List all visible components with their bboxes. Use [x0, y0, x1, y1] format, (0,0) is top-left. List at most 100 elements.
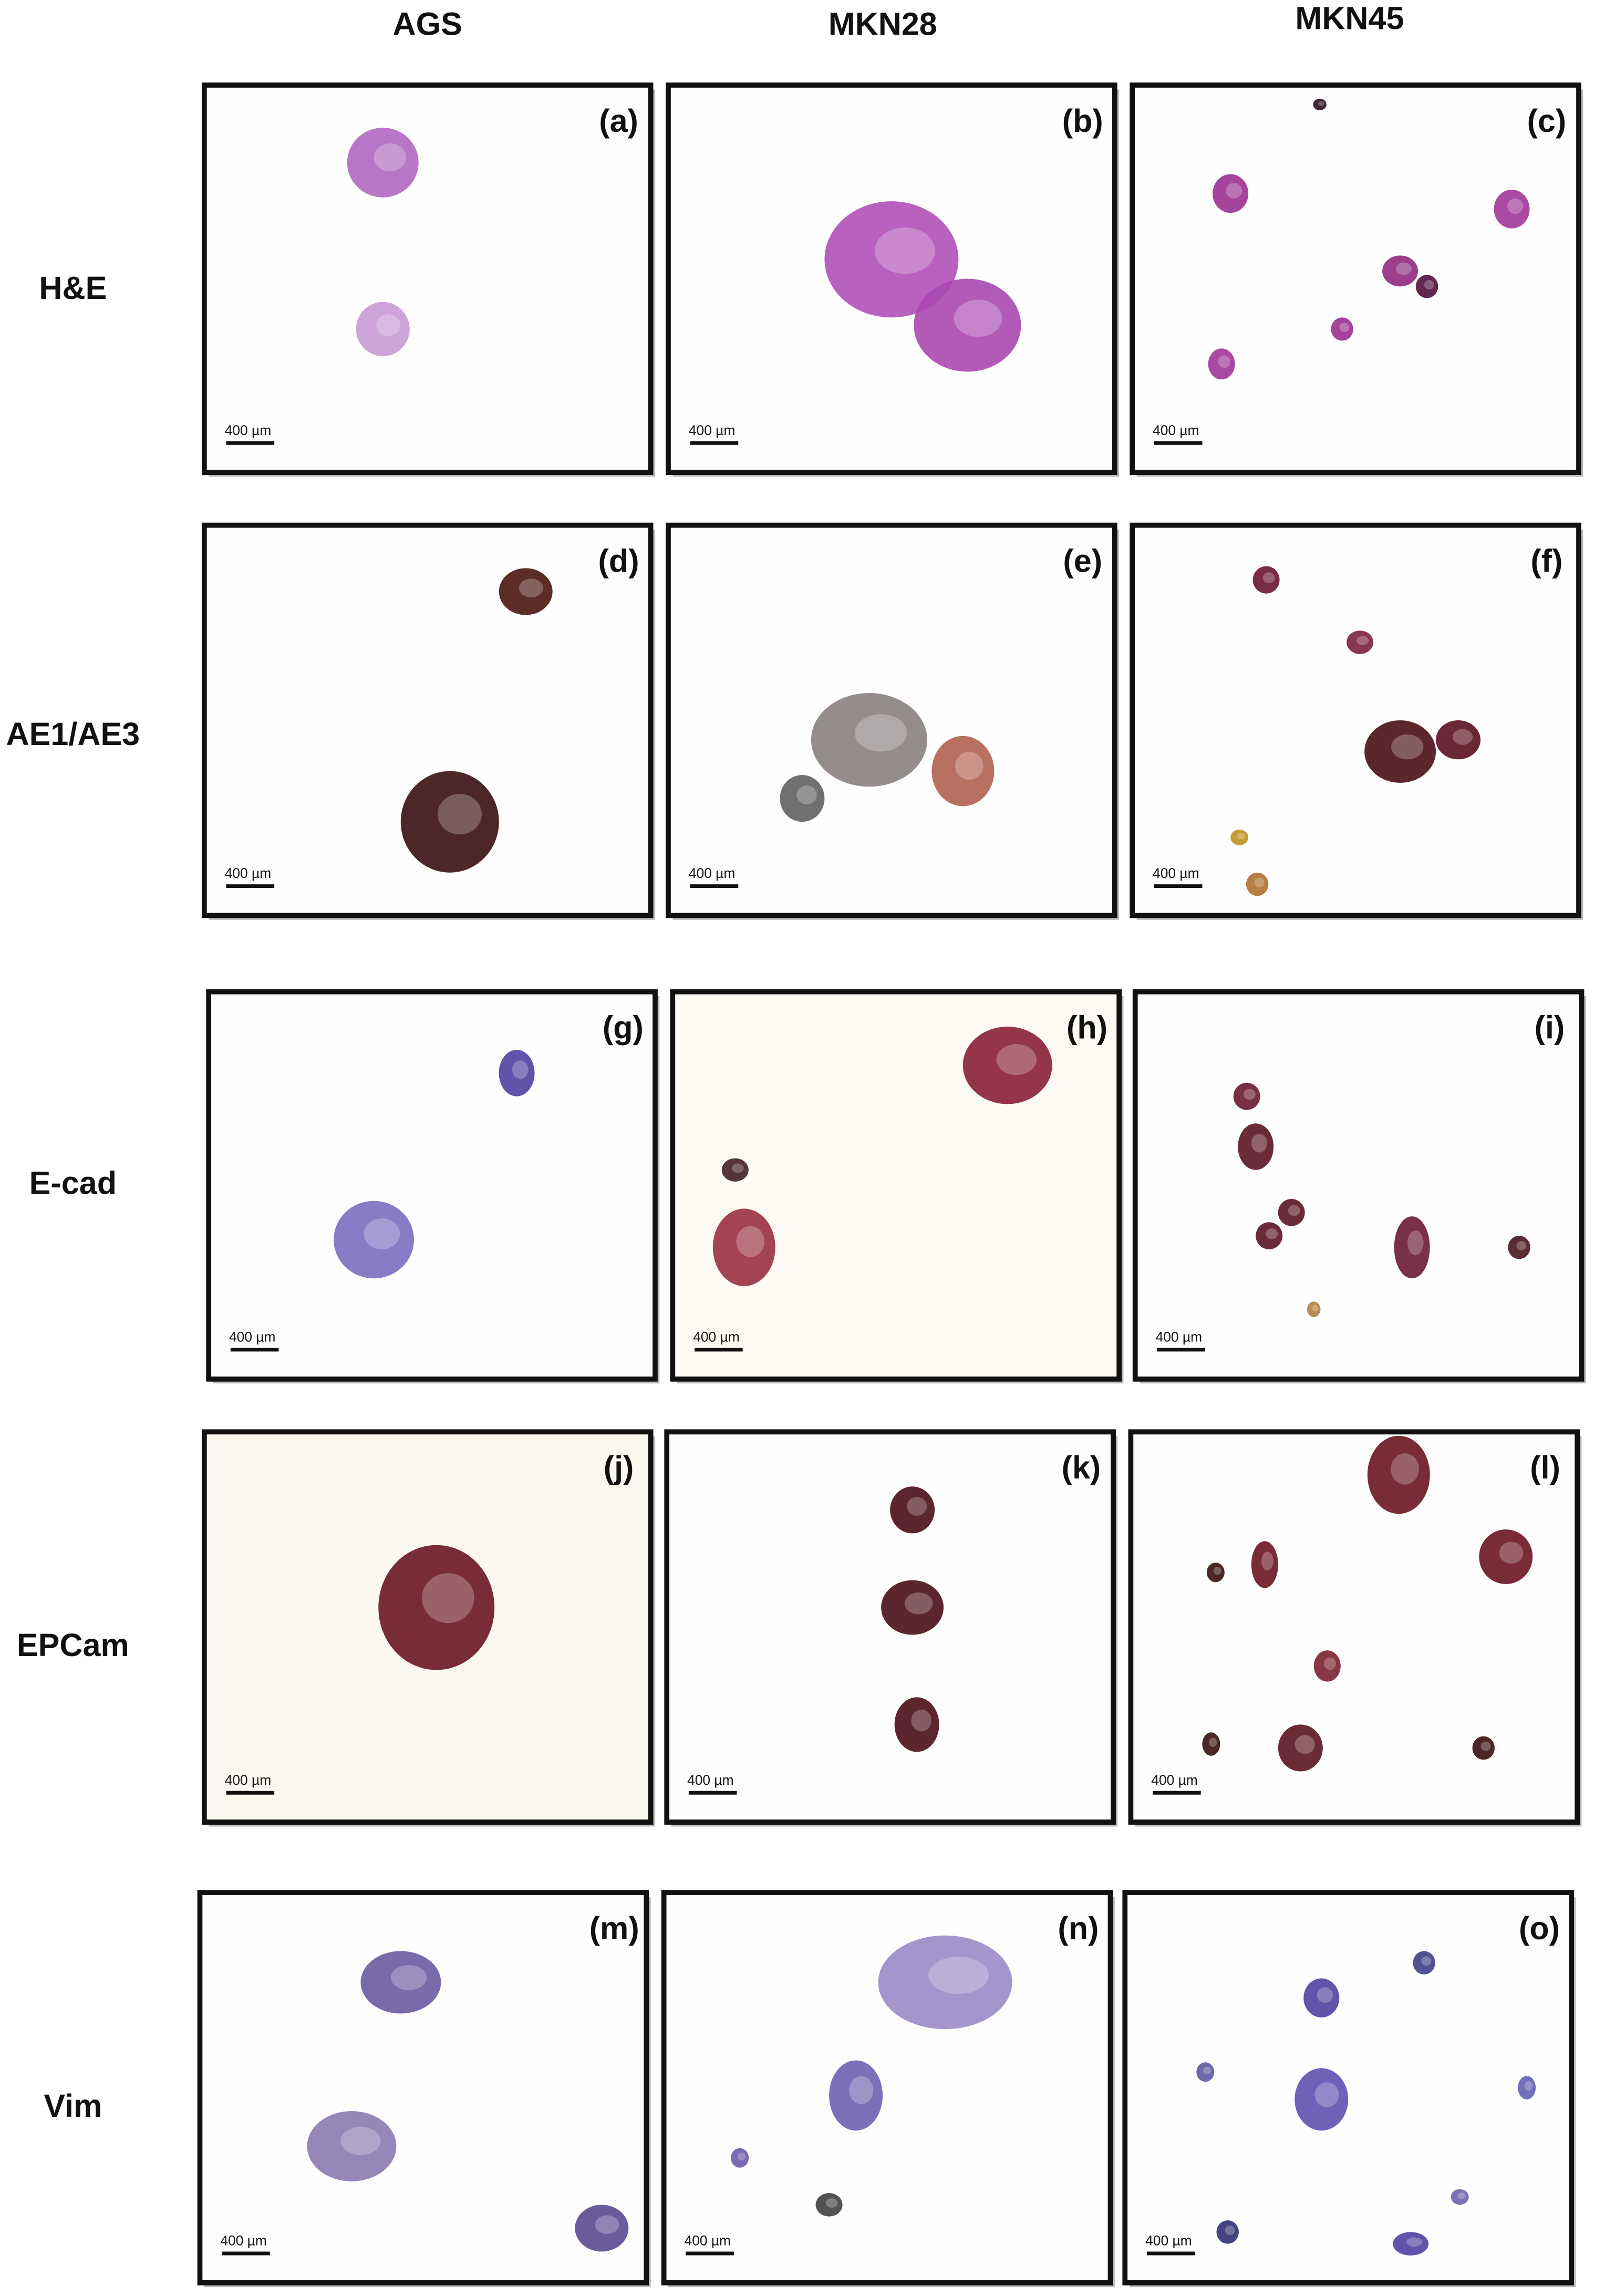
tissue-detail	[1424, 280, 1434, 289]
scale-label: 400 µm	[693, 1329, 739, 1345]
panel-letter: (j)	[604, 1450, 634, 1485]
row-label: E-cad	[29, 1165, 117, 1201]
tissue-detail	[1339, 323, 1350, 332]
tissue-detail	[1406, 2237, 1423, 2247]
tissue	[1213, 174, 1249, 213]
tissue-detail	[955, 751, 983, 780]
tissue	[1367, 1435, 1430, 1514]
panel-letter: (b)	[1062, 103, 1103, 139]
scale-label: 400 µm	[225, 865, 271, 881]
panel-letter: (d)	[598, 543, 639, 578]
tissue-detail	[437, 794, 482, 835]
tissue	[575, 2205, 629, 2252]
panel-letter: (i)	[1535, 1009, 1565, 1045]
tissue	[962, 1026, 1052, 1104]
panel: (d) 400 µm	[201, 522, 655, 920]
panel-letter: (f)	[1530, 543, 1562, 578]
tissue-detail	[1318, 101, 1324, 106]
tissue	[1246, 872, 1269, 896]
scale-label: 400 µm	[1151, 1772, 1197, 1788]
tissue	[1451, 2189, 1469, 2205]
scale-label: 400 µm	[1153, 865, 1199, 881]
panel: (f) 400 µm	[1130, 522, 1583, 920]
tissue-detail	[1516, 1240, 1527, 1250]
tissue-detail	[1237, 833, 1246, 840]
tissue	[1230, 830, 1249, 845]
tissue	[1472, 1736, 1495, 1760]
tissue	[721, 1158, 749, 1182]
row-label: Vim	[44, 2088, 102, 2124]
tissue	[914, 278, 1021, 372]
scale-label: 400 µm	[1153, 422, 1199, 438]
tissue	[1202, 1732, 1220, 1756]
tissue-detail	[1209, 1737, 1217, 1747]
tissue	[1313, 98, 1327, 110]
tissue	[1415, 275, 1438, 298]
panel-letter: (n)	[1058, 1910, 1099, 1946]
tissue	[1436, 720, 1481, 760]
tissue	[731, 2148, 749, 2168]
tissue	[1303, 1978, 1340, 2018]
tissue-detail	[1225, 2226, 1235, 2235]
panel-letter: (l)	[1530, 1450, 1560, 1485]
panel: (c) 400 µm	[1130, 82, 1583, 477]
panel: (k) 400 µm	[664, 1429, 1118, 1827]
tissue-detail	[340, 2127, 381, 2155]
tissue-detail	[849, 2076, 874, 2105]
tissue	[356, 302, 410, 356]
panel-image	[206, 989, 658, 1382]
tissue	[1252, 566, 1280, 594]
panel-letter: (c)	[1527, 103, 1567, 139]
tissue	[1206, 1563, 1225, 1583]
tissue	[780, 775, 825, 822]
panel-image	[670, 989, 1122, 1382]
tissue-detail	[1213, 1567, 1221, 1575]
tissue	[1216, 2220, 1239, 2244]
tissue-detail	[737, 2152, 746, 2160]
tissue	[712, 1208, 775, 1286]
tissue	[890, 1486, 935, 1534]
tissue-detail	[1243, 1089, 1256, 1100]
tissue	[894, 1697, 939, 1752]
tissue-detail	[1452, 729, 1473, 745]
tissue-detail	[825, 2198, 838, 2208]
tissue	[1518, 2076, 1536, 2100]
tissue-detail	[1391, 1453, 1419, 1485]
tissue-detail	[376, 314, 400, 336]
tissue-detail	[1261, 1552, 1273, 1570]
panel-letter: (g)	[603, 1009, 644, 1045]
tissue-detail	[1295, 1735, 1315, 1754]
tissue	[1238, 1123, 1274, 1170]
scale-label: 400 µm	[220, 2233, 266, 2249]
panel-letter: (e)	[1063, 543, 1102, 578]
tissue-detail	[1254, 877, 1265, 887]
tissue	[1196, 2062, 1215, 2082]
tissue-detail	[1323, 1657, 1336, 1670]
tissue	[1208, 348, 1235, 380]
tissue-detail	[1524, 2081, 1533, 2091]
panel-image	[201, 82, 654, 475]
tissue-detail	[595, 2215, 619, 2235]
tissue-detail	[1218, 355, 1230, 368]
tissue-detail	[364, 1218, 400, 1249]
scale-label: 400 µm	[689, 865, 735, 881]
panel-letter: (m)	[589, 1910, 639, 1946]
panel: (j) 400 µm	[201, 1429, 655, 1827]
tissue	[1479, 1529, 1533, 1584]
row-label: H&E	[39, 270, 107, 306]
tissue	[307, 2111, 397, 2181]
panel-letter: (o)	[1519, 1910, 1560, 1946]
tissue	[1494, 189, 1530, 229]
tissue-detail	[731, 1163, 744, 1173]
panel: (e) 400 µm	[666, 522, 1120, 920]
tissue	[334, 1201, 415, 1279]
tissue-detail	[736, 1226, 764, 1257]
tissue	[400, 771, 499, 873]
tissue-detail	[796, 785, 817, 804]
tissue	[824, 201, 959, 318]
tissue	[499, 568, 553, 615]
tissue-detail	[1499, 1542, 1524, 1564]
tissue-detail	[875, 227, 935, 274]
tissue	[1364, 720, 1436, 783]
tissue	[1382, 255, 1418, 287]
